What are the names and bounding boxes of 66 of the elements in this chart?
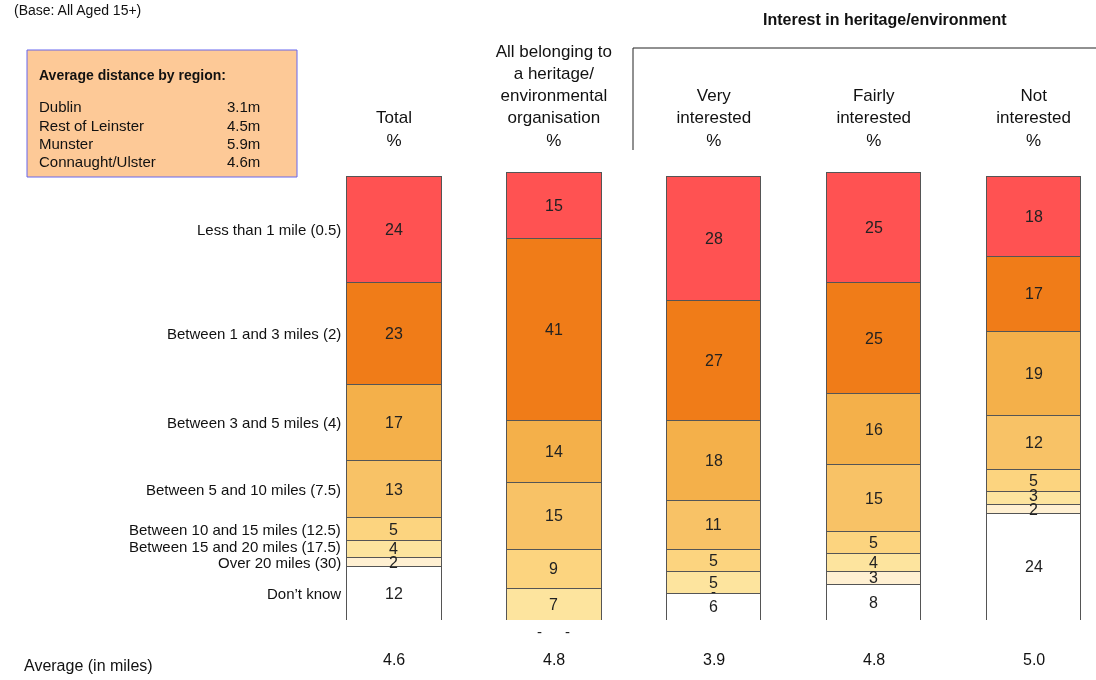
data-label: 5	[869, 534, 878, 551]
series-label: Between 3 and 5 miles (4)	[167, 414, 342, 431]
series-label: Over 20 miles (30)	[218, 554, 342, 571]
text: Munster	[39, 135, 94, 152]
data-label: 4	[869, 554, 878, 571]
text: (Base: All Aged 15+)	[14, 2, 142, 18]
series-label: Between 5 and 10 miles (7.5)	[146, 481, 342, 498]
series-label: Between 10 and 15 miles (12.5)	[129, 521, 341, 538]
data-label: 19	[1025, 365, 1043, 382]
data-label: 23	[385, 325, 403, 342]
data-label: 4	[389, 540, 398, 557]
data-label: 15	[865, 490, 883, 507]
data-label: 3	[1029, 487, 1038, 504]
series-label: Between 15 and 20 miles (17.5)	[129, 538, 341, 555]
data-label: 24	[385, 221, 403, 238]
text: 5.9m	[227, 135, 261, 152]
data-label: 5	[709, 552, 718, 569]
series-label: Don’t know	[267, 585, 342, 602]
x-tick-label: Fairly interested %	[836, 86, 912, 150]
data-label: 17	[1025, 285, 1043, 302]
text: 4.6	[383, 651, 406, 668]
text: 5.0	[1023, 651, 1046, 668]
series-label: Less than 1 mile (0.5)	[197, 221, 342, 238]
text: -	[537, 623, 542, 640]
data-label: 24	[1025, 558, 1043, 575]
data-label: 14	[545, 443, 563, 460]
data-label: 17	[385, 414, 403, 431]
text: Average (in miles)	[24, 657, 153, 674]
x-tick-label: All belonging to a heritage/ environmental organisation %	[495, 42, 613, 150]
text: 4.8	[543, 651, 566, 668]
data-label: 12	[1025, 434, 1043, 451]
data-label: 18	[705, 452, 723, 469]
data-label: 5	[1029, 472, 1038, 489]
data-label: 25	[865, 219, 883, 236]
data-label: 11	[705, 516, 722, 533]
text: 3.1m	[227, 98, 261, 115]
data-label: 25	[865, 330, 883, 347]
data-label: 3	[869, 569, 878, 586]
data-label: 18	[1025, 208, 1043, 225]
text: Dublin	[39, 98, 82, 115]
text: 4.6m	[227, 153, 261, 170]
text: Rest of Leinster	[39, 117, 145, 134]
x-tick-label: Total %	[376, 108, 412, 150]
data-label: 41	[545, 321, 563, 338]
text: -	[565, 623, 570, 640]
series-label: Between 1 and 3 miles (2)	[167, 325, 342, 342]
data-label: 27	[705, 352, 723, 369]
data-label: 15	[545, 197, 563, 214]
data-label: 13	[385, 481, 403, 498]
data-label: 7	[549, 596, 558, 613]
data-label: 6	[709, 598, 718, 615]
data-label: 5	[389, 521, 398, 538]
data-label: 12	[385, 585, 403, 602]
x-tick-label: Very interested %	[676, 86, 752, 150]
text: Connaught/Ulster	[39, 153, 156, 170]
text: 4.8	[863, 651, 886, 668]
data-label: 16	[865, 421, 883, 438]
x-tick-label: Not interested %	[996, 86, 1071, 150]
data-label: 28	[705, 230, 723, 247]
text: Average distance by region:	[39, 67, 226, 83]
data-label: 9	[549, 560, 558, 577]
text: Interest in heritage/environment	[763, 11, 1008, 28]
data-label: 15	[545, 507, 563, 524]
text: 3.9	[703, 651, 726, 668]
text: 4.5m	[227, 117, 261, 134]
data-label: 8	[869, 594, 878, 611]
